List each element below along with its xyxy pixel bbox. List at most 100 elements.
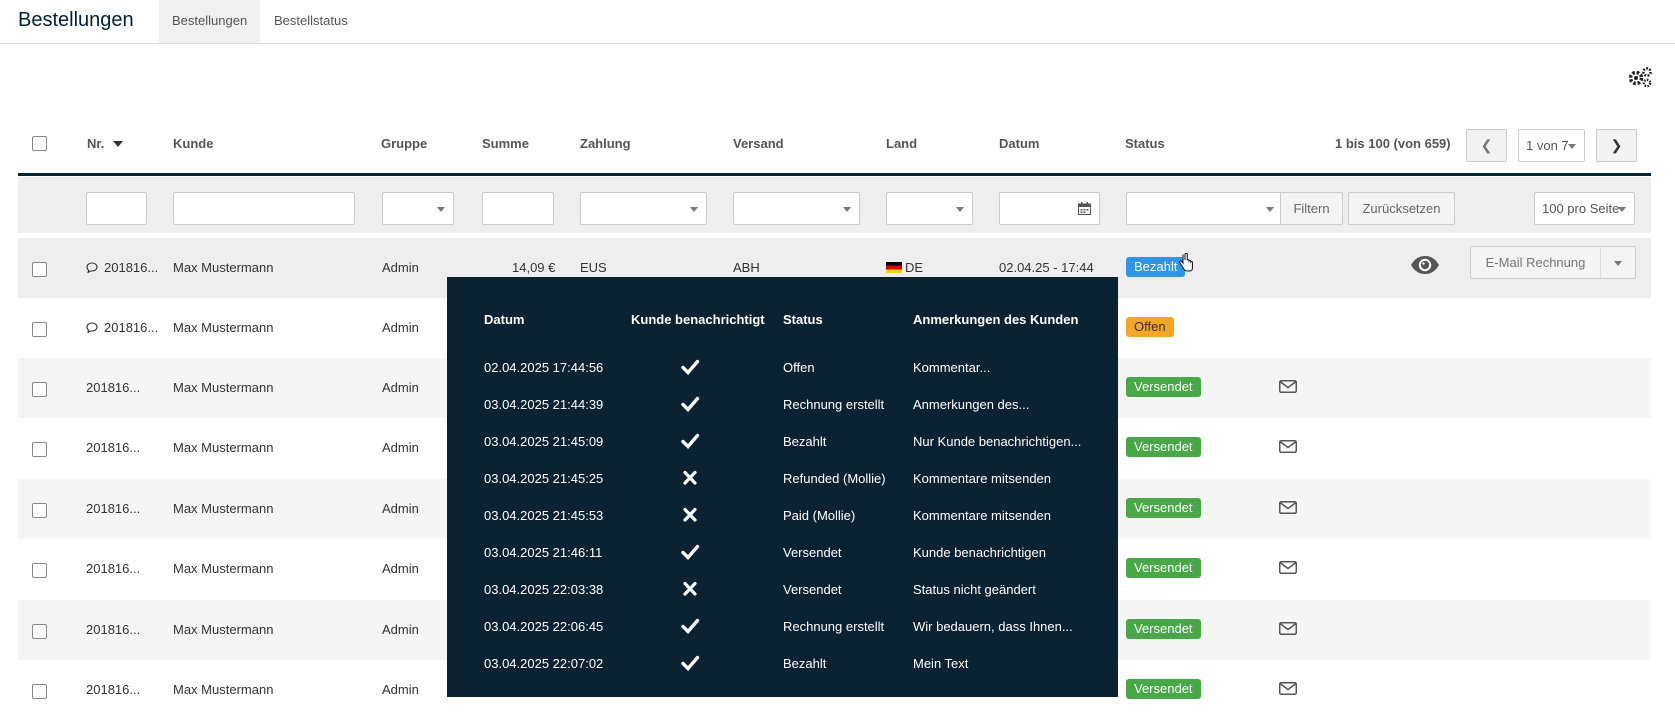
popover-date-cell: 03.04.2025 22:03:38 [484, 582, 604, 597]
table-row[interactable]: 201816... Max Mustermann Admin Versendet [18, 660, 1651, 719]
status-badge[interactable]: Versendet [1126, 679, 1201, 699]
status-badge[interactable]: Versendet [1126, 437, 1201, 457]
column-versand[interactable]: Versand [733, 136, 784, 151]
view-eye-icon[interactable] [1410, 254, 1440, 276]
check-icon [681, 655, 700, 671]
row-checkbox[interactable] [32, 382, 47, 397]
mail-envelope-icon[interactable] [1279, 440, 1297, 453]
check-icon [681, 359, 700, 375]
status-badge[interactable]: Versendet [1126, 558, 1201, 578]
cross-icon [683, 470, 697, 485]
email-invoice-split-button[interactable]: E-Mail Rechnung [1470, 246, 1636, 279]
germany-flag-icon [886, 262, 902, 273]
column-kunde[interactable]: Kunde [173, 136, 214, 151]
filter-button[interactable]: Filtern [1280, 192, 1343, 225]
popover-date-cell: 03.04.2025 22:07:02 [484, 656, 604, 671]
popover-status-cell: Bezahlt [783, 434, 827, 449]
row-checkbox[interactable] [32, 563, 47, 578]
reset-button[interactable]: Zurücksetzen [1348, 192, 1455, 225]
popover-header-notified: Kunde benachrichtigt [631, 312, 765, 327]
popover-header-status: Status [783, 312, 823, 327]
filter-nr-input[interactable] [86, 192, 147, 225]
order-number-cell: 201816... [86, 561, 141, 576]
mail-envelope-icon[interactable] [1279, 380, 1297, 393]
filter-land-select[interactable] [886, 192, 973, 225]
order-number-cell: 201816... [86, 501, 141, 516]
column-gruppe[interactable]: Gruppe [381, 136, 428, 151]
popover-status-cell: Versendet [783, 582, 842, 597]
table-header: Nr. Kunde Gruppe Summe Zahlung Versand L… [18, 124, 1651, 176]
customer-cell: Max Mustermann [173, 320, 274, 335]
column-datum[interactable]: Datum [999, 136, 1040, 151]
email-invoice-dropdown-toggle[interactable] [1601, 247, 1635, 278]
filter-datum-input[interactable] [999, 192, 1100, 225]
check-icon [681, 618, 700, 634]
chevron-right-icon: ❯ [1610, 137, 1623, 153]
per-page-select[interactable]: 100 pro Seite [1534, 192, 1635, 225]
payment-cell: EUS [580, 260, 607, 275]
status-badge[interactable]: Bezahlt [1126, 257, 1186, 277]
filter-status-select[interactable] [1126, 192, 1283, 225]
popover-note-cell: Nur Kunde benachrichtigen... [913, 434, 1082, 449]
mail-envelope-icon[interactable] [1279, 622, 1297, 635]
mail-envelope-icon[interactable] [1279, 501, 1297, 514]
popover-status-cell: Rechnung erstellt [783, 619, 885, 634]
table-row[interactable]: 201816... Max Mustermann Admin Versendet [18, 539, 1651, 599]
filter-gruppe-select[interactable] [382, 192, 454, 225]
tab-bestellungen[interactable]: Bestellungen [159, 0, 261, 43]
group-cell: Admin [382, 561, 419, 576]
filter-zahlung-select[interactable] [580, 192, 707, 225]
column-status[interactable]: Status [1125, 136, 1165, 151]
column-land[interactable]: Land [886, 136, 918, 151]
status-badge[interactable]: Offen [1126, 317, 1174, 337]
date-cell: 02.04.25 - 17:44 [999, 260, 1094, 275]
select-all-checkbox[interactable] [32, 136, 47, 151]
filter-versand-select[interactable] [733, 192, 860, 225]
status-badge[interactable]: Versendet [1126, 498, 1201, 518]
popover-note-cell: Status nicht geändert [913, 582, 1036, 597]
tab-bestellstatus[interactable]: Bestellstatus [274, 13, 348, 28]
mail-envelope-icon[interactable] [1279, 561, 1297, 574]
shipping-cell: ABH [733, 260, 760, 275]
order-number-cell: 201816... [86, 380, 141, 395]
sort-desc-icon [112, 141, 123, 147]
row-checkbox[interactable] [32, 442, 47, 457]
comment-icon[interactable] [86, 262, 98, 273]
calendar-icon[interactable] [1078, 202, 1091, 215]
popover-status-cell: Versendet [783, 545, 842, 560]
order-number-cell: 201816... [86, 440, 141, 455]
settings-gear-icon[interactable] [1627, 66, 1653, 88]
filter-kunde-input[interactable] [173, 192, 355, 225]
customer-cell: Max Mustermann [173, 380, 274, 395]
email-invoice-button[interactable]: E-Mail Rechnung [1471, 247, 1601, 278]
mail-envelope-icon[interactable] [1279, 682, 1297, 695]
customer-cell: Max Mustermann [173, 260, 274, 275]
status-badge[interactable]: Versendet [1126, 619, 1201, 639]
column-nr[interactable]: Nr. [87, 136, 123, 151]
row-checkbox[interactable] [32, 624, 47, 639]
filter-summe-input[interactable] [482, 192, 554, 225]
comment-icon[interactable] [86, 322, 98, 333]
column-zahlung[interactable]: Zahlung [580, 136, 631, 151]
cross-icon [683, 507, 697, 522]
page-select[interactable]: 1 von 7 [1518, 129, 1585, 162]
popover-note-cell: Kommentar... [913, 360, 991, 375]
table-row[interactable]: 201816... Max Mustermann Admin 14,09 € E… [18, 238, 1651, 298]
popover-date-cell: 02.04.2025 17:44:56 [484, 360, 604, 375]
status-badge[interactable]: Versendet [1126, 377, 1201, 397]
group-cell: Admin [382, 380, 419, 395]
row-checkbox[interactable] [32, 503, 47, 518]
sum-cell: 14,09 € [512, 260, 556, 275]
table-row[interactable]: 201816... Max Mustermann Admin Offen [18, 298, 1651, 358]
customer-cell: Max Mustermann [173, 561, 274, 576]
row-checkbox[interactable] [32, 684, 47, 699]
table-row[interactable]: 201816... Max Mustermann Admin Versendet [18, 418, 1651, 478]
popover-status-cell: Bezahlt [783, 656, 827, 671]
prev-page-button[interactable]: ❮ [1466, 129, 1507, 162]
popover-date-cell: 03.04.2025 21:45:25 [484, 471, 604, 486]
next-page-button[interactable]: ❯ [1596, 129, 1637, 162]
column-summe[interactable]: Summe [482, 136, 529, 151]
row-checkbox[interactable] [32, 322, 47, 337]
row-checkbox[interactable] [32, 262, 47, 277]
popover-date-cell: 03.04.2025 22:06:45 [484, 619, 604, 634]
